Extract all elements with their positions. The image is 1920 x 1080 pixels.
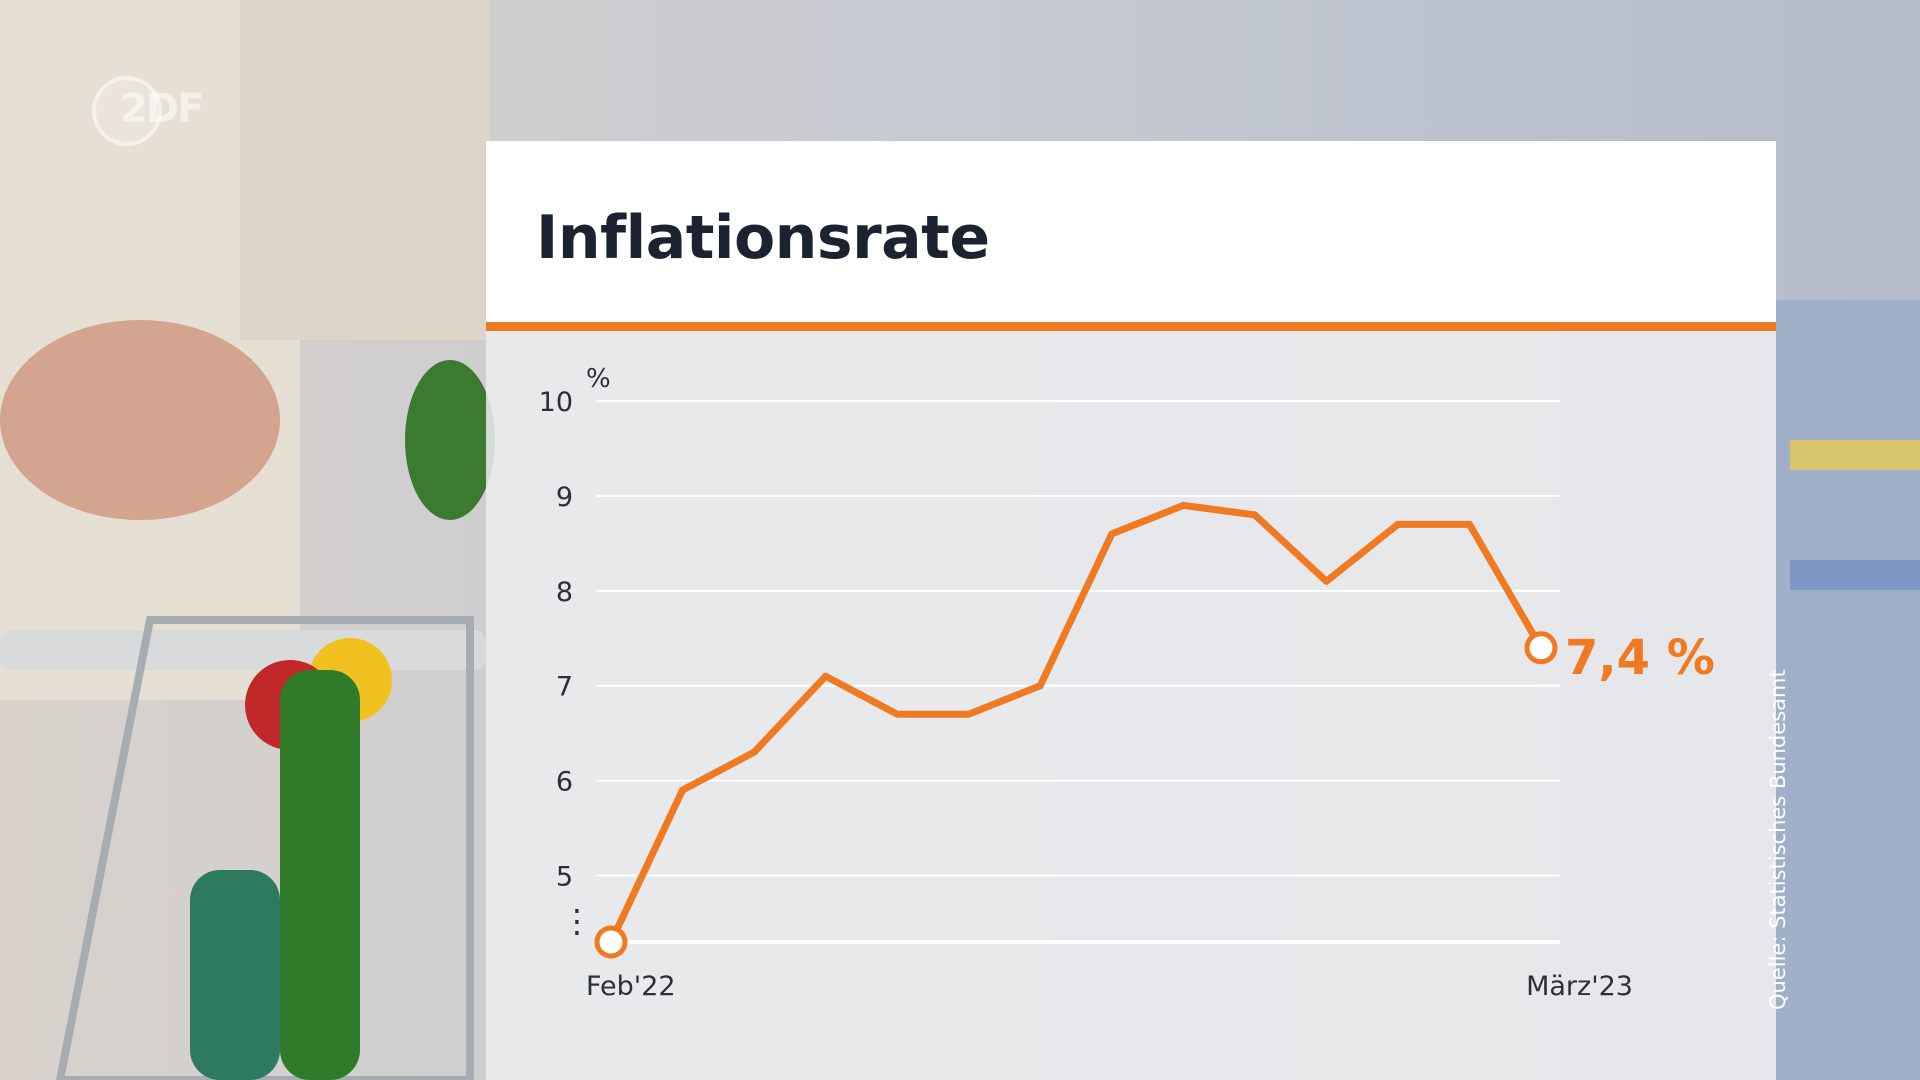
logo-text: 2DF <box>120 86 204 132</box>
data-point <box>1036 682 1044 690</box>
logo-ring-icon <box>92 76 162 146</box>
x-tick-labels: Feb'22 März'23 <box>586 971 1633 1002</box>
data-point <box>965 710 973 718</box>
endpoint-marker <box>1524 631 1558 665</box>
data-point <box>1108 530 1116 538</box>
end-value-label: 7,4 % <box>1565 630 1715 686</box>
y-axis-unit-label: % <box>586 364 611 394</box>
chart-title: Inflationsrate <box>536 203 990 273</box>
data-point <box>822 672 830 680</box>
data-point <box>1251 511 1259 519</box>
x-tick-label-end: März'23 <box>1526 971 1633 1002</box>
chart-card-header: Inflationsrate <box>486 141 1776 323</box>
source-note: Quelle: Statistisches Bundesamt <box>1766 669 1790 1010</box>
y-tick-label: 7 <box>556 672 573 703</box>
y-tick-label: 9 <box>556 482 573 513</box>
header-accent-rule <box>486 322 1776 331</box>
y-tick-label: 8 <box>556 577 573 608</box>
gridlines <box>596 400 1560 944</box>
data-point <box>1394 520 1402 528</box>
data-point <box>750 748 758 756</box>
channel-logo: 2DF <box>92 74 222 146</box>
x-tick-label-start: Feb'22 <box>586 971 676 1002</box>
data-point <box>1465 520 1473 528</box>
data-point <box>679 786 687 794</box>
endpoint-marker <box>594 925 628 959</box>
chart-card: Inflationsrate <box>486 141 1776 1080</box>
data-point <box>893 710 901 718</box>
y-tick-label: 5 <box>556 862 573 893</box>
series-line: 7,4 % <box>594 501 1715 959</box>
inflation-line <box>607 501 1545 946</box>
y-axis-break-marker: ⋮ <box>561 902 593 940</box>
data-point <box>1179 501 1187 509</box>
y-tick-label: 10 <box>539 387 573 418</box>
y-tick-labels: 10 9 8 7 6 5 <box>539 387 573 893</box>
data-point <box>1322 577 1330 585</box>
y-tick-label: 6 <box>556 767 573 798</box>
